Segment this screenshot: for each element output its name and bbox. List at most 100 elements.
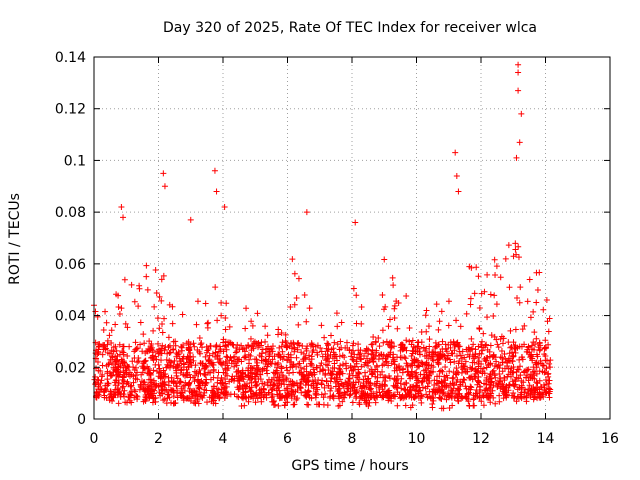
data-point	[414, 347, 421, 354]
data-point	[191, 378, 198, 385]
data-point	[522, 386, 529, 393]
data-point	[250, 340, 257, 347]
data-point	[232, 349, 239, 356]
data-point	[401, 344, 408, 351]
data-point	[493, 301, 500, 308]
data-point	[453, 172, 460, 179]
data-point	[321, 384, 328, 391]
data-point	[394, 373, 401, 380]
data-point	[258, 342, 265, 349]
data-point	[283, 393, 290, 400]
data-point	[141, 340, 148, 347]
data-point	[295, 361, 302, 368]
data-point	[263, 394, 270, 401]
data-point	[275, 377, 282, 384]
data-point	[303, 209, 310, 216]
data-point	[379, 394, 386, 401]
data-point	[325, 341, 332, 348]
data-point	[156, 293, 163, 300]
data-point	[536, 269, 543, 276]
data-point	[204, 399, 211, 406]
data-point	[141, 358, 148, 365]
data-point	[108, 353, 115, 360]
data-point	[483, 357, 490, 364]
data-point	[185, 344, 192, 351]
data-point	[394, 325, 401, 332]
data-point	[338, 344, 345, 351]
data-point	[373, 382, 380, 389]
data-point	[537, 394, 544, 401]
data-point	[158, 297, 165, 304]
data-point	[325, 367, 332, 374]
data-point	[455, 341, 462, 348]
data-point	[130, 379, 137, 386]
data-point	[120, 214, 127, 221]
data-point	[474, 393, 481, 400]
data-point	[134, 359, 141, 366]
data-point	[276, 344, 283, 351]
data-point	[110, 368, 117, 375]
data-point	[516, 384, 523, 391]
data-point	[364, 392, 371, 399]
data-point	[403, 337, 410, 344]
data-point	[134, 345, 141, 352]
data-point	[515, 61, 522, 68]
data-point	[133, 392, 140, 399]
data-point	[391, 358, 398, 365]
data-point	[203, 343, 210, 350]
data-point	[250, 365, 257, 372]
data-point	[503, 385, 510, 392]
data-point	[151, 303, 158, 310]
data-point	[223, 346, 230, 353]
data-point	[436, 394, 443, 401]
data-point	[471, 290, 478, 297]
data-point	[502, 356, 509, 363]
data-point	[127, 383, 134, 390]
data-point	[306, 352, 313, 359]
data-point	[391, 302, 398, 309]
data-point	[456, 343, 463, 350]
data-point	[507, 344, 514, 351]
data-point	[391, 343, 398, 350]
data-point	[423, 377, 430, 384]
data-point	[358, 303, 365, 310]
data-point	[186, 388, 193, 395]
data-point	[487, 399, 494, 406]
data-point	[447, 380, 454, 387]
data-point	[447, 344, 454, 351]
data-point	[118, 203, 125, 210]
data-point	[476, 324, 483, 331]
data-point	[431, 381, 438, 388]
data-point	[288, 340, 295, 347]
data-point	[525, 343, 532, 350]
data-point	[515, 254, 522, 261]
data-point	[379, 362, 386, 369]
data-point	[393, 377, 400, 384]
data-point	[276, 387, 283, 394]
data-point	[317, 362, 324, 369]
data-point	[526, 382, 533, 389]
data-point	[118, 305, 125, 312]
data-point	[545, 373, 552, 380]
data-point	[248, 384, 255, 391]
data-point	[454, 368, 461, 375]
data-point	[161, 315, 168, 322]
data-point	[121, 387, 128, 394]
data-point	[104, 382, 111, 389]
data-point	[152, 267, 159, 274]
data-point	[147, 376, 154, 383]
y-tick-label: 0.04	[55, 309, 86, 325]
data-point	[438, 367, 445, 374]
data-point	[112, 361, 119, 368]
data-point	[98, 377, 105, 384]
data-point	[156, 369, 163, 376]
data-point	[512, 326, 519, 333]
data-point	[175, 351, 182, 358]
data-point	[319, 353, 326, 360]
data-point	[382, 355, 389, 362]
data-point	[513, 374, 520, 381]
data-point	[324, 362, 331, 369]
data-point	[303, 345, 310, 352]
data-point	[249, 373, 256, 380]
data-point	[156, 325, 163, 332]
